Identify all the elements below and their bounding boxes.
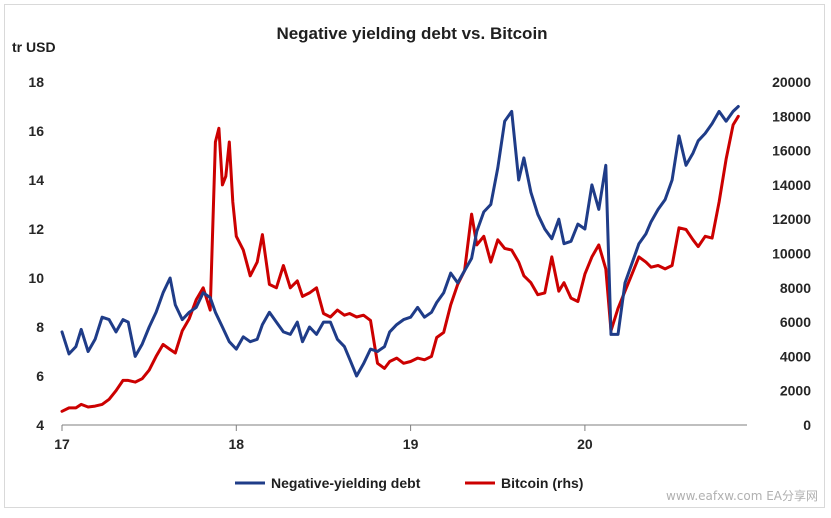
x-tick-label: 20 [577,436,593,452]
y-right-tick-label: 18000 [772,108,811,124]
legend-label-bitcoin: Bitcoin (rhs) [501,475,583,491]
axes-group: 17 18 19 20 4 6 8 10 12 14 16 18 0 2000 4000 6000 8000 10… [28,74,811,452]
y-left-tick-label: 12 [28,221,44,237]
chart-title: Negative yielding debt vs. Bitcoin [276,24,547,43]
y-right-tick-label: 0 [803,417,811,433]
legend: Negative-yielding debt Bitcoin (rhs) [235,475,583,491]
x-tick-label: 19 [403,436,419,452]
y-right-tick-label: 6000 [780,314,811,330]
y-right-tick-label: 10000 [772,246,811,262]
y-left-tick-label: 18 [28,74,44,90]
y-left-tick-label: 10 [28,270,44,286]
legend-label-negative-yielding-debt: Negative-yielding debt [271,475,421,491]
x-tick-label: 17 [54,436,70,452]
y-left-tick-label: 4 [36,417,44,433]
y-left-tick-label: 6 [36,368,44,384]
x-tick-label: 18 [229,436,245,452]
y-left-tick-label: 16 [28,123,44,139]
y-right-tick-label: 14000 [772,177,811,193]
y-left-tick-label: 14 [28,172,44,188]
y-right-tick-label: 4000 [780,348,811,364]
series-lines-group [60,105,740,413]
negative-yielding-debt-series-line [60,105,740,378]
y-right-tick-label: 20000 [772,74,811,90]
y-right-tick-label: 12000 [772,211,811,227]
y-left-tick-label: 8 [36,319,44,335]
chart-frame [4,4,825,508]
y-right-tick-label: 16000 [772,143,811,159]
bitcoin-series-line [60,114,740,413]
y-right-tick-label: 2000 [780,383,811,399]
left-axis-unit-label: tr USD [12,39,56,55]
watermark-text: www.eafxw.com EA分享网 [666,488,818,503]
y-right-tick-label: 8000 [780,280,811,296]
